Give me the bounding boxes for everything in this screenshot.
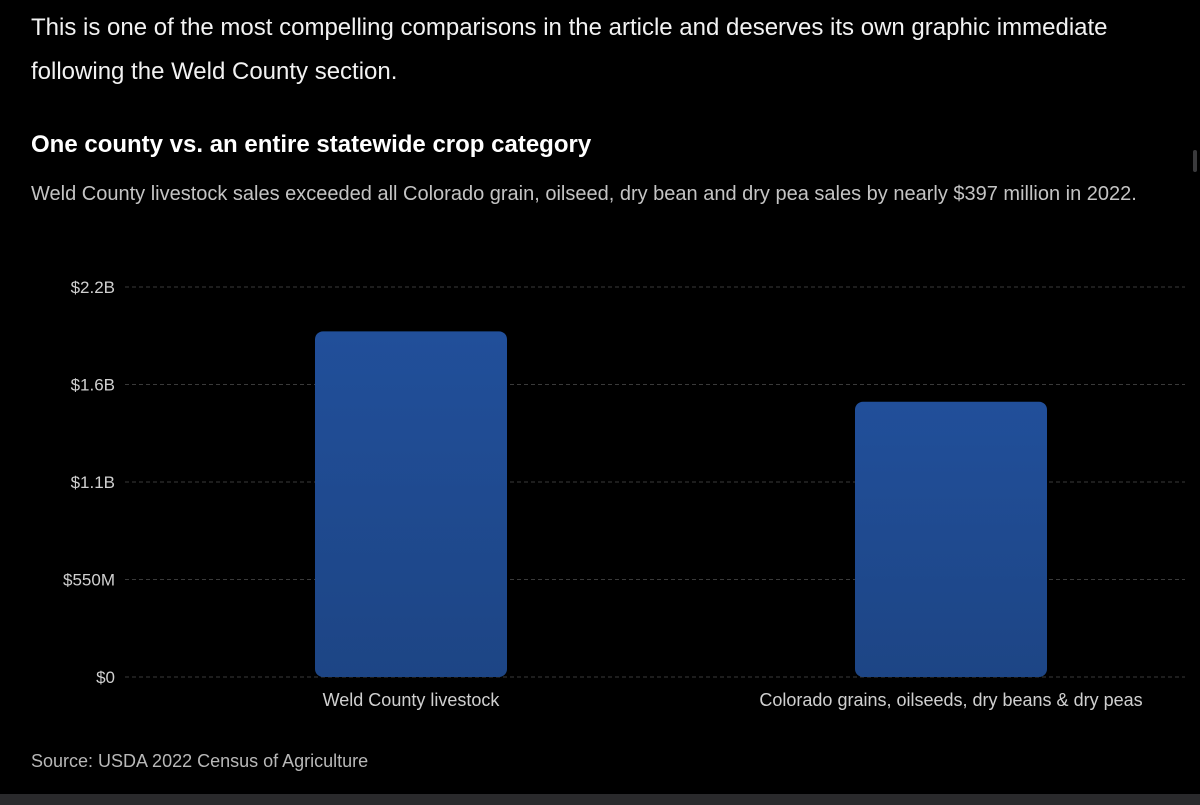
bars (315, 331, 1047, 677)
window-bottom-bar (0, 794, 1200, 805)
y-tick-label: $1.1B (71, 473, 115, 492)
intro-line-2: following the Weld County section. (31, 58, 398, 85)
bar[interactable] (315, 331, 507, 677)
y-tick-label: $550M (63, 571, 115, 590)
x-tick-label: Weld County livestock (323, 690, 501, 710)
scrollbar-hint[interactable] (1193, 150, 1197, 172)
bar-chart: $0 $550M $1.1B $1.6B $2.2B Weld County lives… (63, 278, 1185, 710)
bar[interactable] (855, 401, 1047, 677)
y-axis-ticks: $0 $550M $1.1B $1.6B $2.2B (63, 278, 115, 687)
intro-line-1: This is one of the most compelling compa… (31, 14, 1108, 41)
chart-title: One county vs. an entire statewide crop … (31, 131, 592, 158)
y-tick-label: $2.2B (71, 278, 115, 297)
chart-subtitle: Weld County livestock sales exceeded all… (31, 183, 1137, 205)
y-tick-label: $1.6B (71, 376, 115, 395)
article-intro-text: This is one of the most compelling compa… (31, 6, 1200, 94)
chart-source: Source: USDA 2022 Census of Agriculture (31, 751, 369, 771)
y-tick-label: $0 (96, 668, 115, 687)
x-tick-label: Colorado grains, oilseeds, dry beans & d… (759, 690, 1142, 710)
x-axis-ticks: Weld County livestock Colorado grains, oi… (323, 690, 1143, 710)
